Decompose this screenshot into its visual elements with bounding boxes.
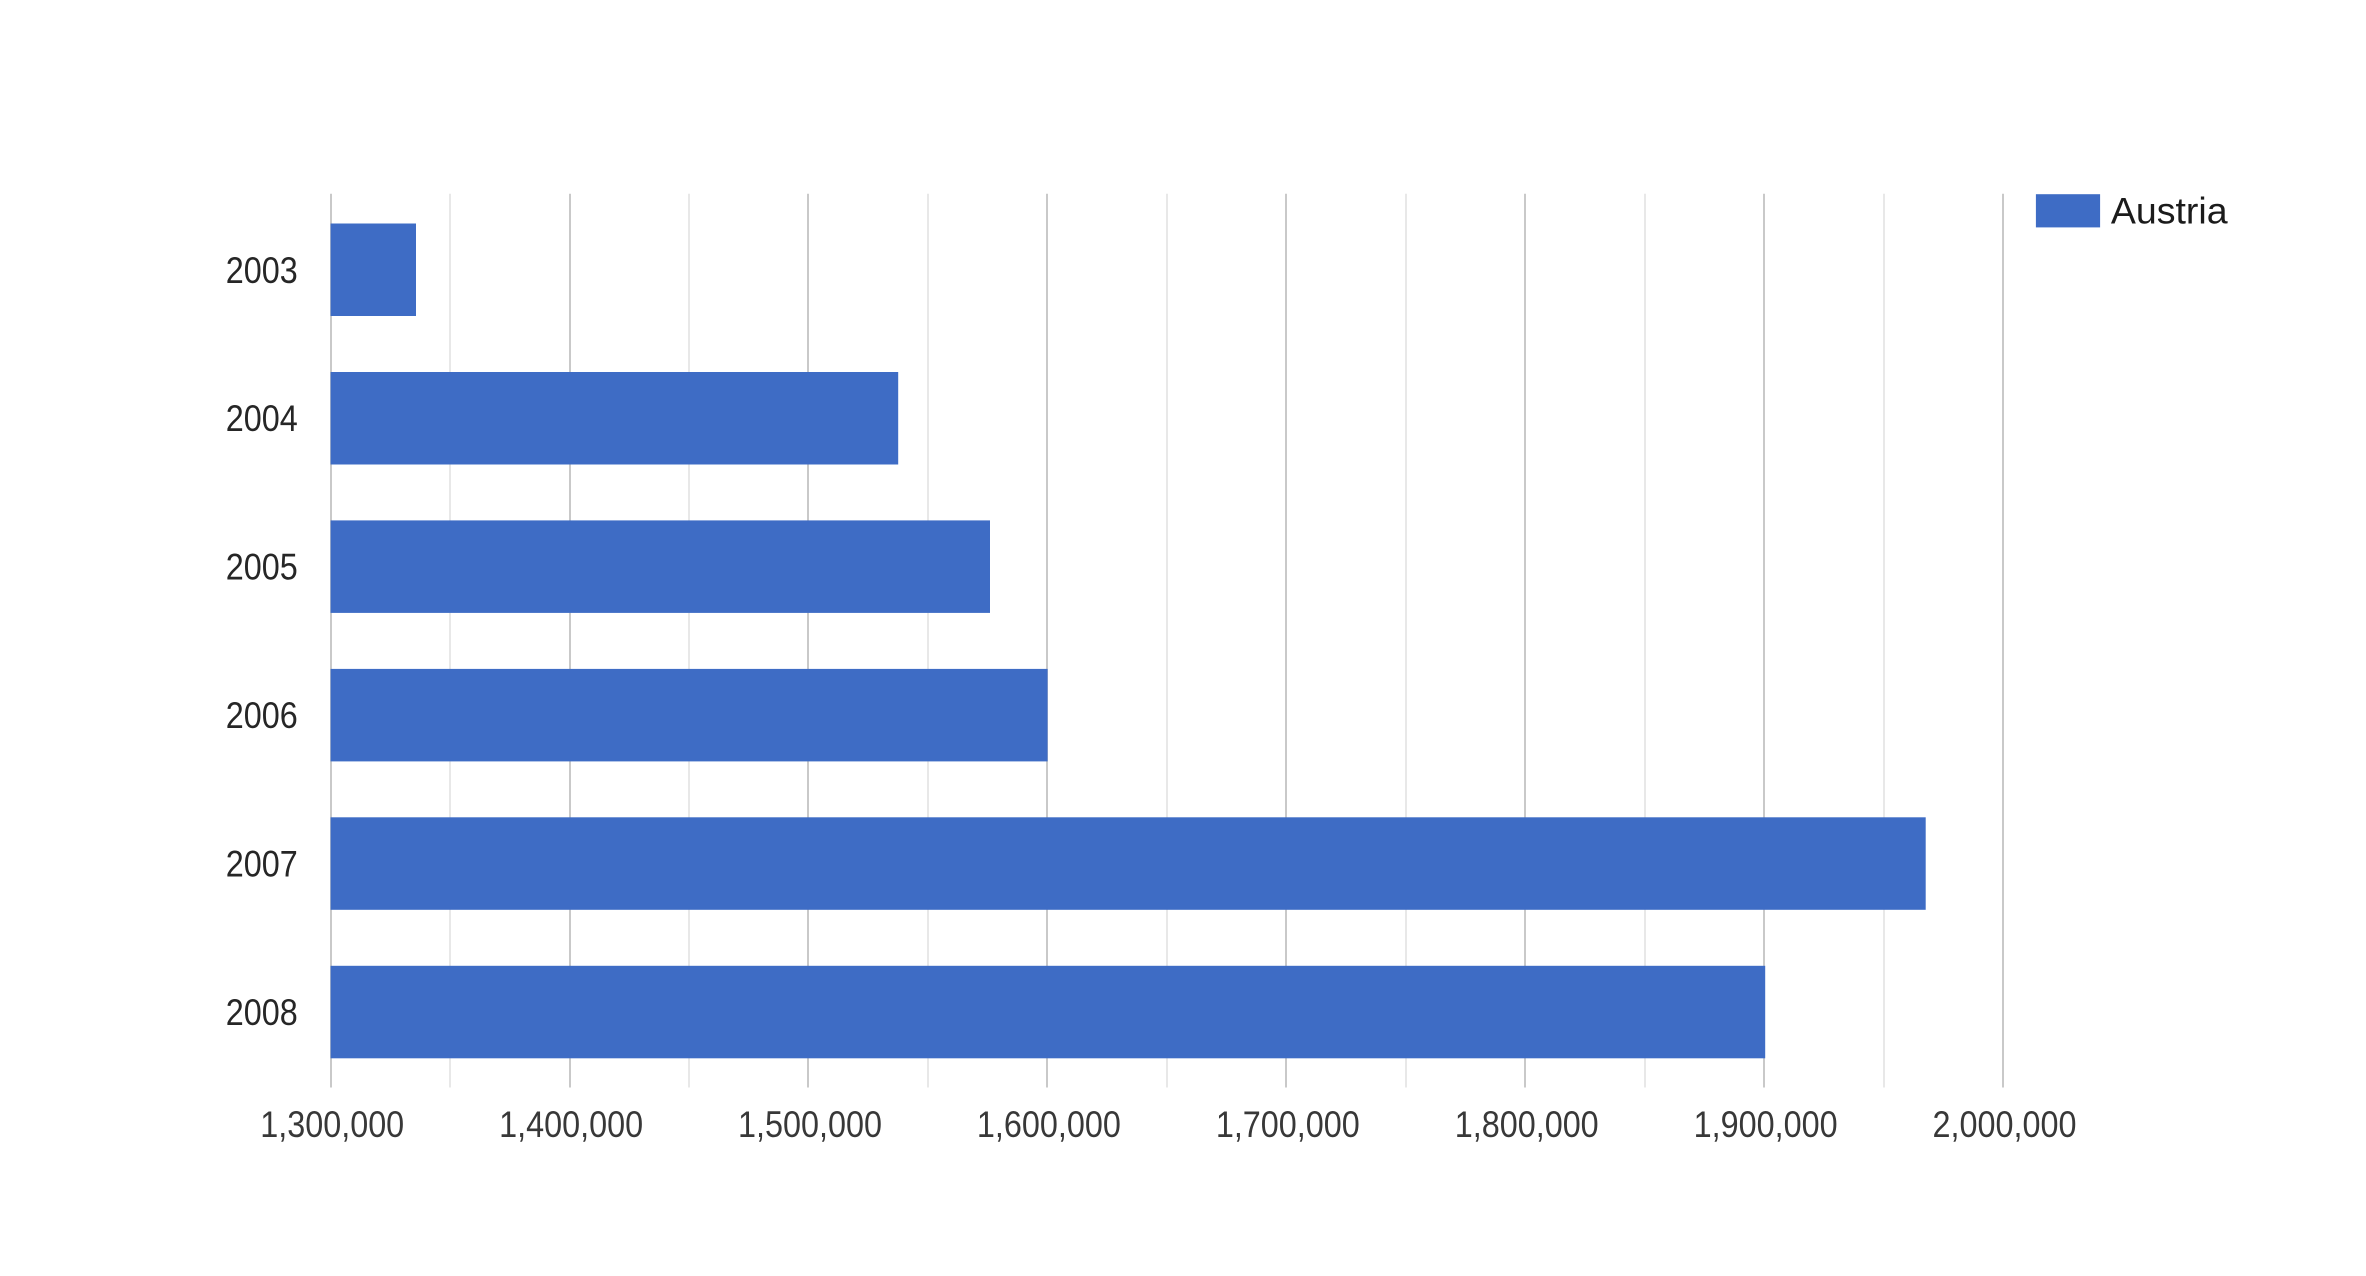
svg-text:1,800,000: 1,800,000 xyxy=(1455,1105,1599,1145)
svg-text:2005: 2005 xyxy=(226,548,298,588)
svg-text:1,500,000: 1,500,000 xyxy=(738,1105,882,1145)
svg-text:1,700,000: 1,700,000 xyxy=(1216,1105,1360,1145)
svg-text:1,400,000: 1,400,000 xyxy=(499,1105,643,1145)
svg-text:2,000,000: 2,000,000 xyxy=(1933,1105,2077,1145)
svg-text:1,900,000: 1,900,000 xyxy=(1694,1105,1838,1145)
svg-text:1,600,000: 1,600,000 xyxy=(977,1105,1121,1145)
svg-text:2004: 2004 xyxy=(226,399,298,439)
svg-text:2007: 2007 xyxy=(226,845,298,885)
svg-text:Austria: Austria xyxy=(2111,190,2228,232)
svg-text:2006: 2006 xyxy=(226,696,298,736)
svg-text:2008: 2008 xyxy=(226,993,298,1033)
svg-text:2003: 2003 xyxy=(226,251,298,291)
svg-text:1,300,000: 1,300,000 xyxy=(260,1105,404,1145)
